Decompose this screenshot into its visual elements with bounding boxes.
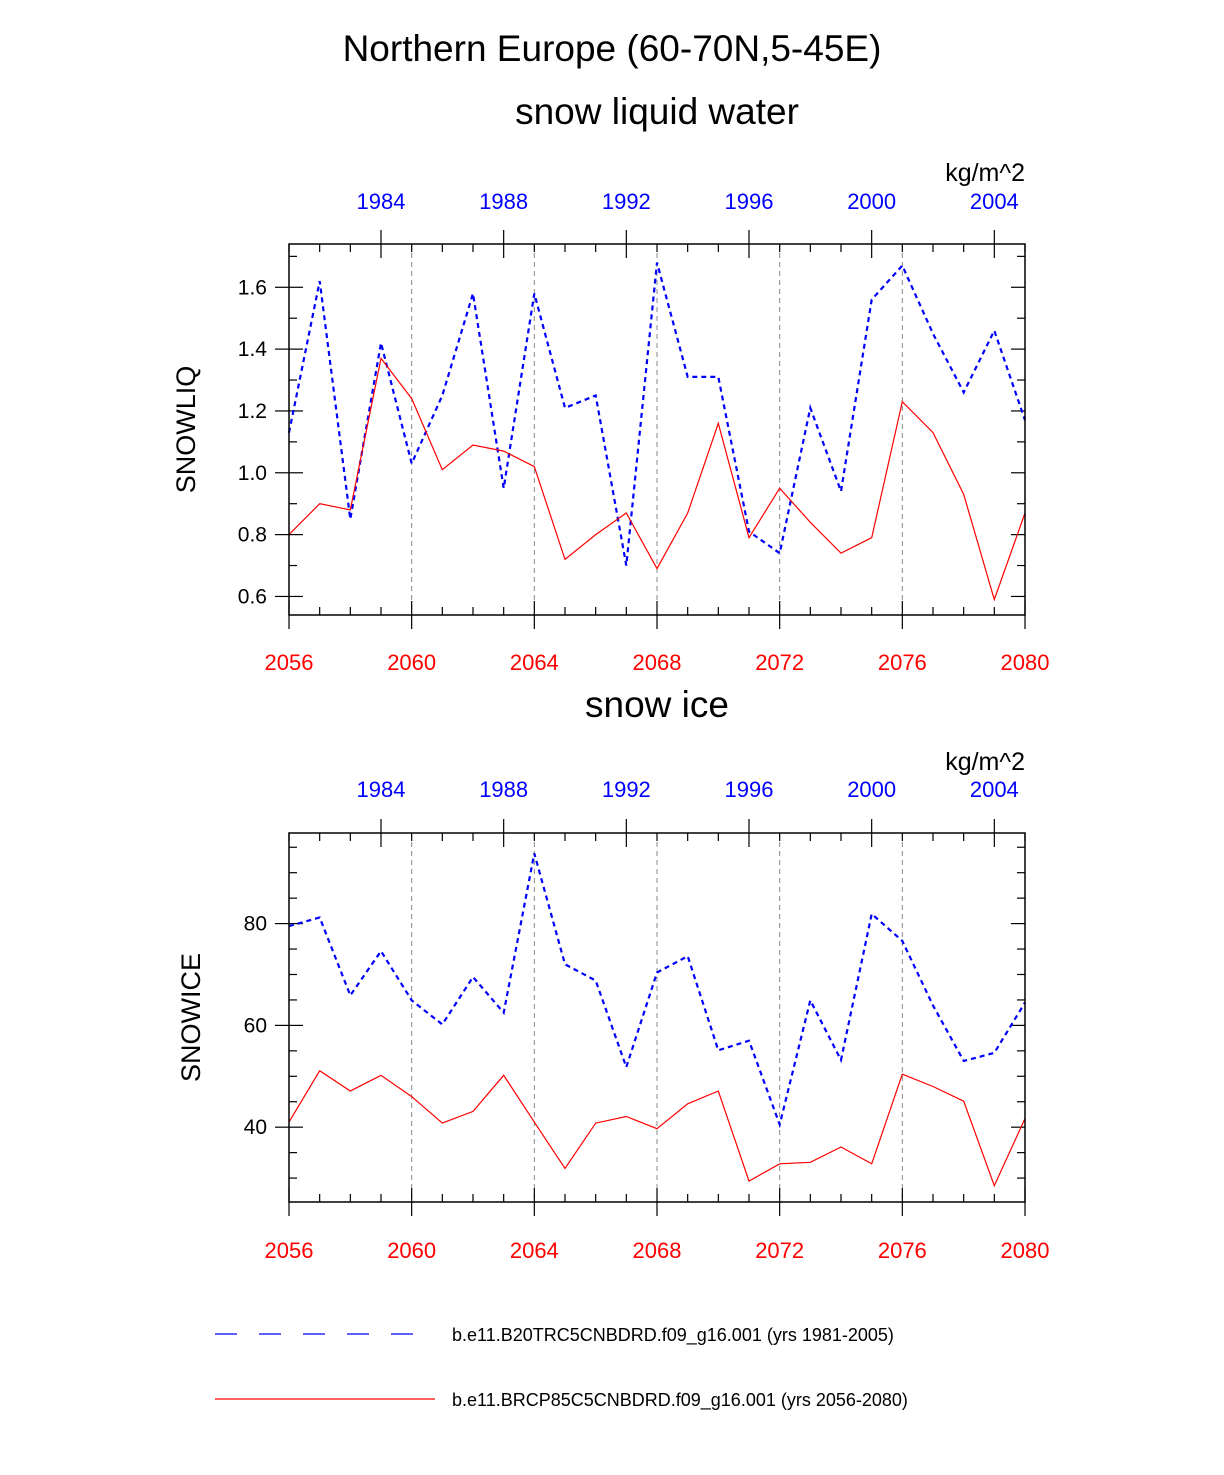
panel-snowice: snow ice kg/m^2 SNOWICE 2056 2060 2064 2068 207… [176, 684, 1049, 1263]
x-bottom-tick-label: 2064 [510, 1238, 559, 1263]
x-top-tick-label: 2004 [970, 777, 1019, 802]
units-label: kg/m^2 [945, 748, 1025, 776]
x-bottom-tick-label: 2072 [755, 650, 804, 675]
x-bottom-tick-label: 2072 [755, 1238, 804, 1263]
x-bottom-tick-label: 2064 [510, 650, 559, 675]
y-tick-label: 80 [244, 913, 267, 936]
x-top-tick-label: 1992 [602, 777, 651, 802]
x-top-tick-label: 1996 [725, 777, 774, 802]
y-tick-label: 1.6 [238, 276, 267, 299]
x-top-tick-label: 2000 [847, 189, 896, 214]
x-bottom-tick-label: 2060 [387, 650, 436, 675]
y-tick-label: 1.2 [238, 400, 267, 423]
x-top-tick-label: 1992 [602, 189, 651, 214]
series-line-future [288, 1069, 1026, 1188]
legend-future-label: b.e11.BRCP85C5CNBDRD.f09_g16.001 (yrs 20… [452, 1390, 908, 1411]
y-tick-label: 1.0 [238, 462, 267, 485]
y-tick-label: 0.8 [238, 524, 267, 547]
x-bottom-tick-label: 2056 [265, 1238, 314, 1263]
x-top-tick-label: 2000 [847, 777, 896, 802]
units-label: kg/m^2 [945, 159, 1025, 187]
x-top-tick-label: 1996 [725, 189, 774, 214]
x-top-tick-label: 1988 [479, 189, 528, 214]
x-top-tick-label: 2004 [970, 189, 1019, 214]
x-top-tick-label: 1984 [357, 777, 406, 802]
y-tick-label: 60 [244, 1014, 267, 1037]
x-bottom-tick-label: 2076 [878, 650, 927, 675]
legend: b.e11.B20TRC5CNBDRD.f09_g16.001 (yrs 198… [215, 1325, 908, 1411]
y-tick-label: 1.4 [238, 338, 268, 361]
x-bottom-tick-label: 2080 [1001, 1238, 1050, 1263]
x-bottom-tick-label: 2076 [878, 1238, 927, 1263]
x-bottom-tick-label: 2080 [1001, 650, 1050, 675]
y-tick-label: 40 [244, 1116, 267, 1139]
chart-title: snow ice [585, 684, 729, 725]
series-line-future [288, 356, 1026, 602]
y-tick-label: 0.6 [238, 585, 267, 608]
plot-frame [288, 243, 1026, 616]
series-line-hist [287, 262, 1027, 566]
panel-snowliq: snow liquid water kg/m^2 SNOWLIQ 2056 2060 20… [171, 91, 1049, 675]
plot-frame [288, 832, 1026, 1203]
y-axis-label: SNOWLIQ [171, 366, 201, 494]
x-bottom-tick-label: 2068 [633, 650, 682, 675]
y-axis-label: SNOWICE [176, 953, 206, 1082]
legend-hist-label: b.e11.B20TRC5CNBDRD.f09_g16.001 (yrs 198… [452, 1325, 894, 1346]
page-title: Northern Europe (60-70N,5-45E) [343, 28, 882, 69]
series-line-hist [288, 853, 1026, 1129]
x-bottom-tick-label: 2056 [265, 650, 314, 675]
x-bottom-tick-label: 2060 [387, 1238, 436, 1263]
x-top-tick-label: 1988 [479, 777, 528, 802]
x-top-tick-label: 1984 [357, 189, 406, 214]
x-bottom-tick-label: 2068 [633, 1238, 682, 1263]
chart-title: snow liquid water [515, 91, 799, 132]
